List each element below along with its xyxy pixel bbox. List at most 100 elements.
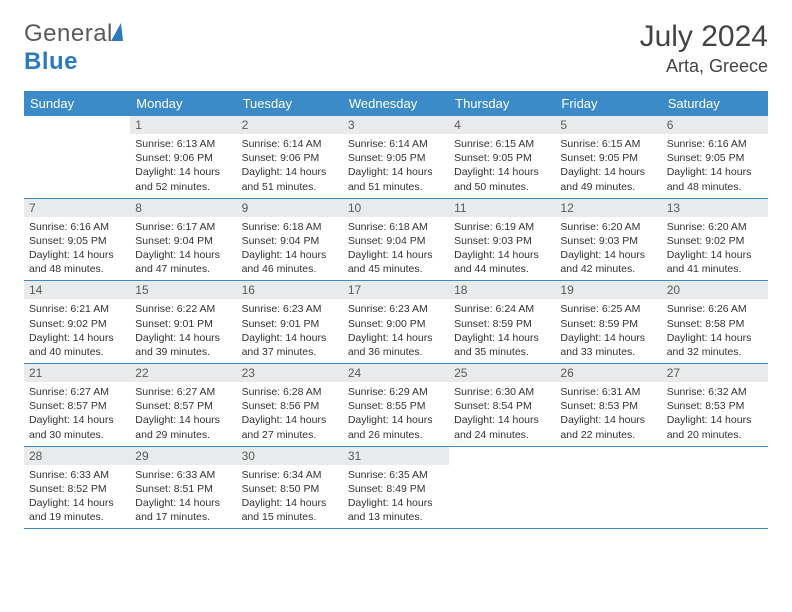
calendar-cell: 16Sunrise: 6:23 AMSunset: 9:01 PMDayligh…	[237, 281, 343, 364]
calendar-cell: 21Sunrise: 6:27 AMSunset: 8:57 PMDayligh…	[24, 364, 130, 447]
calendar-head: SundayMondayTuesdayWednesdayThursdayFrid…	[24, 91, 768, 116]
location: Arta, Greece	[640, 56, 768, 77]
day-number: 2	[237, 116, 343, 134]
day-number: 25	[449, 364, 555, 382]
day-data: Sunrise: 6:16 AMSunset: 9:05 PMDaylight:…	[662, 134, 768, 198]
calendar-cell: 25Sunrise: 6:30 AMSunset: 8:54 PMDayligh…	[449, 364, 555, 447]
calendar-cell: 13Sunrise: 6:20 AMSunset: 9:02 PMDayligh…	[662, 198, 768, 281]
day-data: Sunrise: 6:29 AMSunset: 8:55 PMDaylight:…	[343, 382, 449, 446]
day-data: Sunrise: 6:25 AMSunset: 8:59 PMDaylight:…	[555, 299, 661, 363]
day-data: Sunrise: 6:27 AMSunset: 8:57 PMDaylight:…	[130, 382, 236, 446]
calendar-cell: 4Sunrise: 6:15 AMSunset: 9:05 PMDaylight…	[449, 116, 555, 198]
calendar-cell: 15Sunrise: 6:22 AMSunset: 9:01 PMDayligh…	[130, 281, 236, 364]
dow-row: SundayMondayTuesdayWednesdayThursdayFrid…	[24, 91, 768, 116]
day-number: 30	[237, 447, 343, 465]
day-number: 8	[130, 199, 236, 217]
calendar-cell: 29Sunrise: 6:33 AMSunset: 8:51 PMDayligh…	[130, 446, 236, 529]
day-data: Sunrise: 6:31 AMSunset: 8:53 PMDaylight:…	[555, 382, 661, 446]
calendar-cell: 2Sunrise: 6:14 AMSunset: 9:06 PMDaylight…	[237, 116, 343, 198]
calendar-cell: 27Sunrise: 6:32 AMSunset: 8:53 PMDayligh…	[662, 364, 768, 447]
day-data: Sunrise: 6:30 AMSunset: 8:54 PMDaylight:…	[449, 382, 555, 446]
day-data: Sunrise: 6:18 AMSunset: 9:04 PMDaylight:…	[237, 217, 343, 281]
calendar-cell: 23Sunrise: 6:28 AMSunset: 8:56 PMDayligh…	[237, 364, 343, 447]
day-number: 10	[343, 199, 449, 217]
calendar-cell: 14Sunrise: 6:21 AMSunset: 9:02 PMDayligh…	[24, 281, 130, 364]
day-data: Sunrise: 6:32 AMSunset: 8:53 PMDaylight:…	[662, 382, 768, 446]
dow-header: Thursday	[449, 91, 555, 116]
day-data: Sunrise: 6:34 AMSunset: 8:50 PMDaylight:…	[237, 465, 343, 529]
day-data: Sunrise: 6:22 AMSunset: 9:01 PMDaylight:…	[130, 299, 236, 363]
calendar-cell: 28Sunrise: 6:33 AMSunset: 8:52 PMDayligh…	[24, 446, 130, 529]
day-number: 29	[130, 447, 236, 465]
day-number: 22	[130, 364, 236, 382]
day-number: 4	[449, 116, 555, 134]
day-data: Sunrise: 6:21 AMSunset: 9:02 PMDaylight:…	[24, 299, 130, 363]
day-number: 9	[237, 199, 343, 217]
day-number: 6	[662, 116, 768, 134]
day-number: 11	[449, 199, 555, 217]
calendar-cell: 18Sunrise: 6:24 AMSunset: 8:59 PMDayligh…	[449, 281, 555, 364]
calendar-cell: 19Sunrise: 6:25 AMSunset: 8:59 PMDayligh…	[555, 281, 661, 364]
day-number: 13	[662, 199, 768, 217]
day-number: 5	[555, 116, 661, 134]
calendar-cell: 9Sunrise: 6:18 AMSunset: 9:04 PMDaylight…	[237, 198, 343, 281]
dow-header: Friday	[555, 91, 661, 116]
calendar-cell: 11Sunrise: 6:19 AMSunset: 9:03 PMDayligh…	[449, 198, 555, 281]
brand-logo: General Blue	[24, 20, 123, 76]
calendar-row: 28Sunrise: 6:33 AMSunset: 8:52 PMDayligh…	[24, 446, 768, 529]
calendar-cell: 31Sunrise: 6:35 AMSunset: 8:49 PMDayligh…	[343, 446, 449, 529]
day-data: Sunrise: 6:27 AMSunset: 8:57 PMDaylight:…	[24, 382, 130, 446]
calendar-cell: 6Sunrise: 6:16 AMSunset: 9:05 PMDaylight…	[662, 116, 768, 198]
calendar-body: 1Sunrise: 6:13 AMSunset: 9:06 PMDaylight…	[24, 116, 768, 529]
day-data: Sunrise: 6:15 AMSunset: 9:05 PMDaylight:…	[555, 134, 661, 198]
calendar-row: 21Sunrise: 6:27 AMSunset: 8:57 PMDayligh…	[24, 364, 768, 447]
brand-text: General Blue	[24, 20, 123, 76]
calendar-page: General Blue July 2024 Arta, Greece Sund…	[0, 0, 792, 549]
day-number: 1	[130, 116, 236, 134]
day-data: Sunrise: 6:28 AMSunset: 8:56 PMDaylight:…	[237, 382, 343, 446]
day-number: 28	[24, 447, 130, 465]
dow-header: Saturday	[662, 91, 768, 116]
day-number: 7	[24, 199, 130, 217]
calendar-cell: 20Sunrise: 6:26 AMSunset: 8:58 PMDayligh…	[662, 281, 768, 364]
day-data: Sunrise: 6:20 AMSunset: 9:02 PMDaylight:…	[662, 217, 768, 281]
calendar-cell: 10Sunrise: 6:18 AMSunset: 9:04 PMDayligh…	[343, 198, 449, 281]
day-number: 18	[449, 281, 555, 299]
calendar-cell: 8Sunrise: 6:17 AMSunset: 9:04 PMDaylight…	[130, 198, 236, 281]
day-data: Sunrise: 6:35 AMSunset: 8:49 PMDaylight:…	[343, 465, 449, 529]
dow-header: Tuesday	[237, 91, 343, 116]
day-data: Sunrise: 6:24 AMSunset: 8:59 PMDaylight:…	[449, 299, 555, 363]
day-number: 27	[662, 364, 768, 382]
day-number: 3	[343, 116, 449, 134]
calendar-cell: 24Sunrise: 6:29 AMSunset: 8:55 PMDayligh…	[343, 364, 449, 447]
day-data: Sunrise: 6:17 AMSunset: 9:04 PMDaylight:…	[130, 217, 236, 281]
day-number: 12	[555, 199, 661, 217]
day-number: 20	[662, 281, 768, 299]
calendar-row: 14Sunrise: 6:21 AMSunset: 9:02 PMDayligh…	[24, 281, 768, 364]
day-data: Sunrise: 6:14 AMSunset: 9:06 PMDaylight:…	[237, 134, 343, 198]
calendar-cell: 17Sunrise: 6:23 AMSunset: 9:00 PMDayligh…	[343, 281, 449, 364]
day-number: 16	[237, 281, 343, 299]
day-number: 26	[555, 364, 661, 382]
brand-part2: Blue	[24, 48, 78, 75]
calendar-row: 7Sunrise: 6:16 AMSunset: 9:05 PMDaylight…	[24, 198, 768, 281]
day-data: Sunrise: 6:20 AMSunset: 9:03 PMDaylight:…	[555, 217, 661, 281]
day-number: 21	[24, 364, 130, 382]
page-header: General Blue July 2024 Arta, Greece	[24, 20, 768, 77]
dow-header: Sunday	[24, 91, 130, 116]
dow-header: Wednesday	[343, 91, 449, 116]
calendar-row: 1Sunrise: 6:13 AMSunset: 9:06 PMDaylight…	[24, 116, 768, 198]
day-data: Sunrise: 6:33 AMSunset: 8:52 PMDaylight:…	[24, 465, 130, 529]
day-number: 31	[343, 447, 449, 465]
day-data: Sunrise: 6:13 AMSunset: 9:06 PMDaylight:…	[130, 134, 236, 198]
day-data: Sunrise: 6:16 AMSunset: 9:05 PMDaylight:…	[24, 217, 130, 281]
calendar-cell: 3Sunrise: 6:14 AMSunset: 9:05 PMDaylight…	[343, 116, 449, 198]
calendar-cell: 26Sunrise: 6:31 AMSunset: 8:53 PMDayligh…	[555, 364, 661, 447]
calendar-table: SundayMondayTuesdayWednesdayThursdayFrid…	[24, 91, 768, 529]
calendar-cell: 1Sunrise: 6:13 AMSunset: 9:06 PMDaylight…	[130, 116, 236, 198]
day-data: Sunrise: 6:18 AMSunset: 9:04 PMDaylight:…	[343, 217, 449, 281]
month-year: July 2024	[640, 20, 768, 54]
day-number: 15	[130, 281, 236, 299]
dow-header: Monday	[130, 91, 236, 116]
day-data: Sunrise: 6:26 AMSunset: 8:58 PMDaylight:…	[662, 299, 768, 363]
